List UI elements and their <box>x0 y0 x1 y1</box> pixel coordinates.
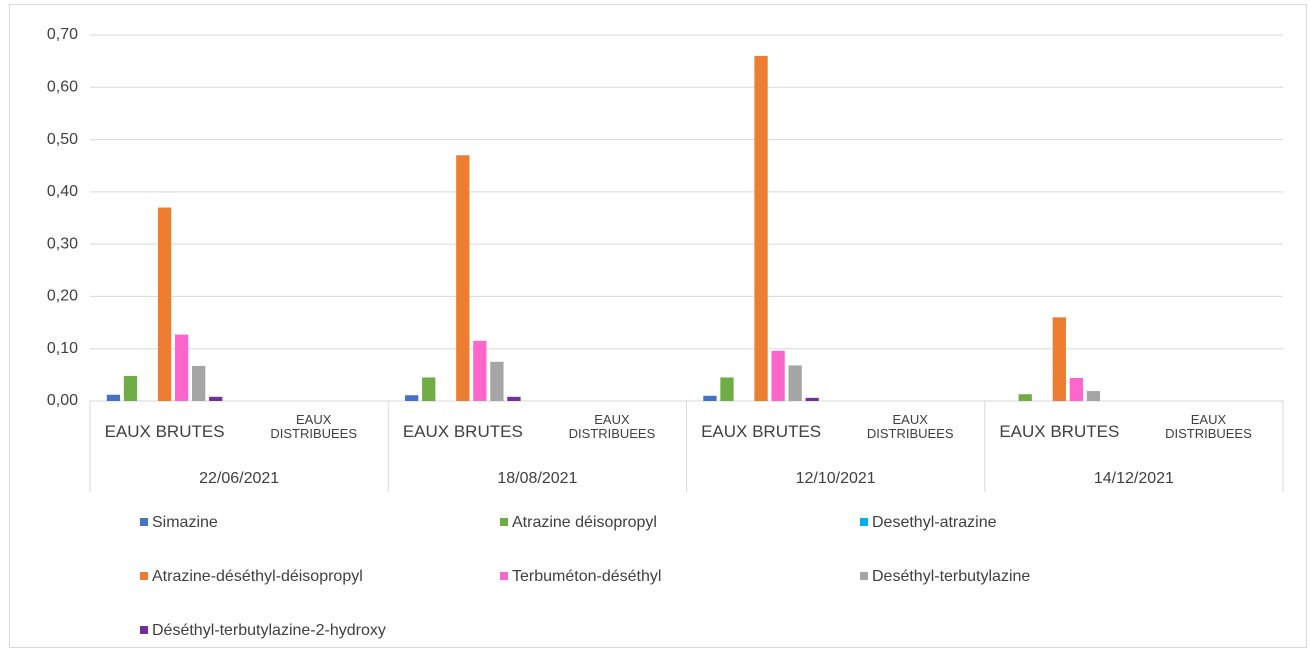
bar <box>473 340 487 401</box>
bar <box>507 396 521 401</box>
x-tick-label: EAUX DISTRIBUEES <box>1165 412 1252 441</box>
bar <box>720 377 734 401</box>
bar <box>1069 377 1084 401</box>
bar <box>805 397 819 401</box>
legend-swatch <box>500 518 508 526</box>
bar <box>754 55 768 402</box>
x-tick-label: EAUX BRUTES <box>999 422 1120 441</box>
bar <box>456 155 470 401</box>
legend-label: Desethyl-atrazine <box>872 514 997 531</box>
group-label: 22/06/2021 <box>199 470 279 487</box>
legend-swatch <box>860 572 868 580</box>
x-tick-label: EAUX BRUTES <box>701 422 822 441</box>
bar <box>1018 394 1032 401</box>
x-tick-label: EAUX BRUTES <box>402 422 523 441</box>
bar <box>703 395 717 401</box>
bar <box>422 377 436 401</box>
y-tick-label: 0,00 <box>47 392 78 409</box>
chart-border <box>9 4 1307 648</box>
bar <box>1052 317 1066 401</box>
bar <box>209 396 223 401</box>
legend-label: Atrazine déisopropyl <box>512 514 657 531</box>
legend-label: Simazine <box>152 514 218 531</box>
bar <box>106 394 121 401</box>
bar <box>192 365 206 401</box>
legend-label: Terbuméton-déséthyl <box>512 568 661 585</box>
bar <box>405 395 419 401</box>
legend-swatch <box>140 572 148 580</box>
bar <box>174 334 189 401</box>
y-tick-label: 0,50 <box>47 131 78 148</box>
legend-swatch <box>140 626 148 634</box>
group-label: 14/12/2021 <box>1094 470 1174 487</box>
legend-label: Deséthyl-terbutylazine <box>872 568 1030 585</box>
legend-label: Déséthyl-terbutylazine-2-hydroxy <box>152 622 386 639</box>
x-tick-label: EAUX DISTRIBUEES <box>568 412 656 441</box>
x-tick-label: EAUX BRUTES <box>104 422 225 441</box>
y-tick-label: 0,20 <box>47 288 78 305</box>
group-label: 12/10/2021 <box>796 470 876 487</box>
bar <box>1086 391 1101 401</box>
bar <box>490 361 504 401</box>
bar <box>157 207 172 401</box>
y-tick-label: 0,70 <box>47 26 78 43</box>
y-tick-label: 0,30 <box>47 235 78 252</box>
y-tick-label: 0,40 <box>47 183 78 200</box>
x-tick-label: EAUX DISTRIBUEES <box>270 412 358 441</box>
y-tick-label: 0,10 <box>47 340 78 357</box>
legend-label: Atrazine-déséthyl-déisopropyl <box>152 568 363 585</box>
group-label: 18/08/2021 <box>497 470 577 487</box>
legend-swatch <box>500 572 508 580</box>
legend-swatch <box>140 518 148 526</box>
bar <box>788 365 802 401</box>
bar <box>123 375 138 401</box>
y-tick-label: 0,60 <box>47 79 78 96</box>
legend-swatch <box>860 518 868 526</box>
bar <box>771 350 785 401</box>
x-tick-label: EAUX DISTRIBUEES <box>866 412 954 441</box>
